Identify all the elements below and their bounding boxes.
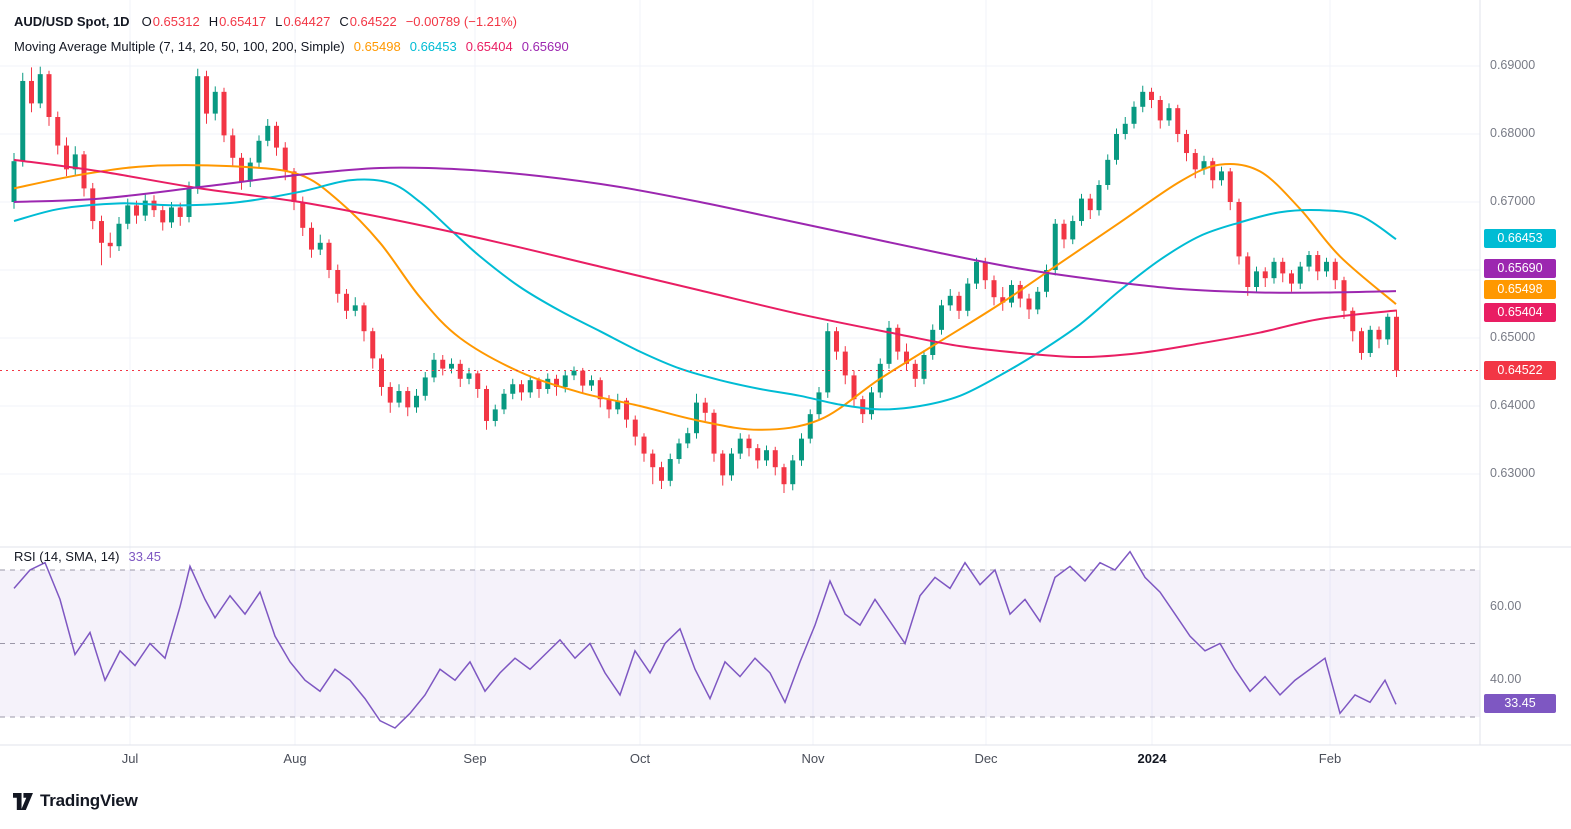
price-axis-badge: 0.65404 xyxy=(1484,303,1556,322)
rsi-axis-label: 60.00 xyxy=(1490,598,1522,613)
time-axis-label: Nov xyxy=(801,751,825,766)
ma-line-sma-cyan xyxy=(13,178,1397,411)
time-axis-label: 2024 xyxy=(1137,751,1167,766)
time-axis-label: Dec xyxy=(974,751,998,766)
ohlc-low: L 0.64427 xyxy=(275,14,330,29)
change-value: −0.00789 (−1.21%) xyxy=(405,14,518,29)
high-value: 0.65417 xyxy=(219,14,267,29)
tradingview-brand-name: TradingView xyxy=(40,791,138,810)
rsi-line xyxy=(13,550,1397,729)
price-axis-label: 0.69000 xyxy=(1490,58,1536,72)
symbol-legend[interactable]: AUD/USD Spot, 1D O 0.65312 H 0.65417 L 0.64… xyxy=(14,14,517,29)
price-axis-label: 0.67000 xyxy=(1490,194,1536,208)
ma-value-orange: 0.65498 xyxy=(353,39,401,54)
ma-indicator-legend[interactable]: Moving Average Multiple (7, 14, 20, 50, … xyxy=(14,39,569,54)
price-axis-badge: 0.65690 xyxy=(1484,259,1556,278)
time-axis-label: Feb xyxy=(1318,751,1342,766)
ohlc-close: C 0.64522 xyxy=(339,14,396,29)
rsi-indicator-legend[interactable]: RSI (14, SMA, 14) 33.45 xyxy=(14,549,161,564)
tradingview-logo-icon xyxy=(13,792,33,810)
close-label: C xyxy=(339,14,349,29)
rsi-band xyxy=(0,569,1480,718)
price-axis-label: 0.64000 xyxy=(1490,398,1536,412)
candlestick-series xyxy=(11,66,1399,494)
rsi-indicator-title: RSI (14, SMA, 14) xyxy=(14,549,120,564)
tradingview-logo[interactable]: TradingView xyxy=(12,791,138,811)
price-axis-label: 0.63000 xyxy=(1490,466,1536,480)
ma-value-purple: 0.65690 xyxy=(521,39,569,54)
rsi-value: 33.45 xyxy=(128,549,162,564)
price-axis-badge: 0.65498 xyxy=(1484,280,1556,299)
close-value: 0.64522 xyxy=(349,14,397,29)
ma-value-pink: 0.65404 xyxy=(465,39,513,54)
low-label: L xyxy=(275,14,283,29)
price-axis-label: 0.65000 xyxy=(1490,330,1536,344)
time-axis-label: Oct xyxy=(629,751,651,766)
symbol-title: AUD/USD Spot, 1D xyxy=(14,14,130,29)
rsi-axis-label: 40.00 xyxy=(1490,672,1522,687)
time-axis-label: Jul xyxy=(121,751,139,766)
rsi-value-badge: 33.45 xyxy=(1484,694,1556,714)
price-axis-badge: 0.66453 xyxy=(1484,229,1556,248)
ohlc-open: O 0.65312 xyxy=(142,14,200,29)
time-axis-label: Aug xyxy=(283,751,307,766)
price-axis-label: 0.68000 xyxy=(1490,126,1536,140)
price-axis-badge: 0.64522 xyxy=(1484,361,1556,380)
ma-line-sma-purple xyxy=(13,166,1397,294)
high-label: H xyxy=(208,14,219,29)
ma-line-sma-pink xyxy=(13,158,1397,359)
time-axis-label: Sep xyxy=(463,751,487,766)
ma-value-cyan: 0.66453 xyxy=(409,39,457,54)
grid xyxy=(0,0,1480,745)
low-value: 0.64427 xyxy=(283,14,331,29)
open-value: 0.65312 xyxy=(152,14,200,29)
ohlc-high: H 0.65417 xyxy=(209,14,266,29)
open-label: O xyxy=(141,14,152,29)
ma-indicator-title: Moving Average Multiple (7, 14, 20, 50, … xyxy=(14,39,345,54)
